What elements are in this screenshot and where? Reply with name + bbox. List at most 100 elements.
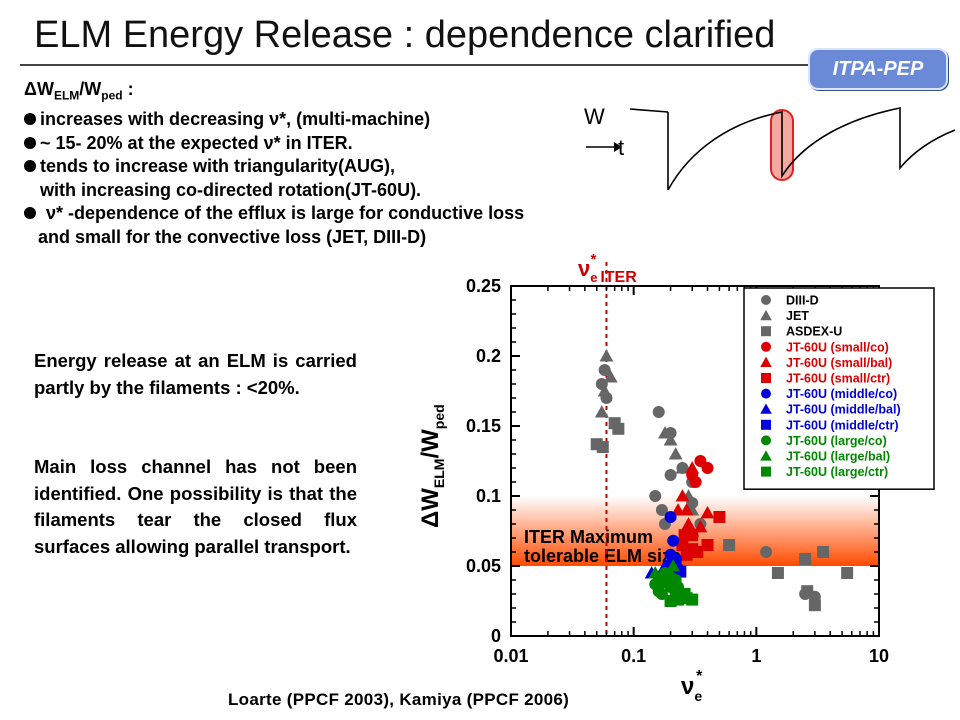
bullet-text: tends to increase with triangularity(AUG…: [40, 156, 396, 177]
data-point: [701, 539, 714, 551]
legend-label: JT-60U (middle/bal): [786, 403, 901, 417]
axes: 0.01 0.1 1 10 0 0.05 0.1 0.15 0.2 0.25: [466, 276, 889, 666]
legend-marker: [760, 403, 772, 414]
data-point: [666, 559, 681, 572]
paragraph-loss-channel: Main loss channel has not been identifie…: [34, 456, 357, 557]
bullet-item: ν* -dependence of the efflux is large fo…: [24, 202, 524, 226]
paragraph-filaments: Energy release at an ELM is carried part…: [34, 350, 357, 398]
band-label-line2: tolerable ELM size: [524, 546, 681, 566]
legend-label: JT-60U (large/co): [786, 434, 887, 448]
y-tick-label: 0.2: [476, 346, 501, 366]
legend-marker: [761, 419, 771, 430]
data-point: [675, 489, 690, 502]
legend-marker: [760, 356, 772, 367]
x-tick-label: 10: [869, 646, 889, 666]
data-point: [801, 585, 814, 598]
bullet-text: increases with decreasing ν*, (multi-mac…: [40, 109, 431, 130]
legend-label: JT-60U (middle/ctr): [786, 418, 899, 432]
legend-marker: [760, 450, 772, 461]
bullet-heading: ΔWELM/Wped :: [24, 78, 524, 108]
x-tick-label: 1: [751, 646, 761, 666]
y-tick-label: 0.15: [466, 416, 501, 436]
data-point: [655, 504, 668, 516]
title-underline: [20, 64, 852, 66]
data-point: [598, 364, 611, 376]
legend-marker: [761, 341, 771, 352]
data-point: [689, 476, 702, 488]
legend-label: JT-60U (large/ctr): [786, 465, 888, 479]
data-point: [603, 370, 618, 383]
bullet-continuation: and small for the convective loss (JET, …: [24, 226, 524, 250]
data-point: [663, 433, 678, 446]
data-point: [700, 505, 715, 519]
legend-marker: [761, 295, 771, 305]
itpa-badge: ITPA-PEP: [808, 48, 948, 90]
legend-marker: [761, 466, 771, 477]
data-point: [596, 441, 609, 453]
legend-box: [743, 287, 935, 490]
legend-marker: [761, 388, 771, 399]
y-tick-label: 0.25: [466, 276, 501, 296]
data-point: [701, 462, 714, 474]
data-points: [590, 349, 854, 612]
data-point: [597, 384, 612, 397]
data-point: [649, 490, 662, 502]
x-tick-label: 0.1: [621, 646, 646, 666]
data-point: [658, 573, 672, 586]
bullet-item: tends to increase with triangularity(AUG…: [24, 155, 524, 179]
data-point: [652, 585, 665, 598]
data-point: [808, 599, 821, 612]
bullet-dot-icon: [24, 207, 36, 220]
y-tick-label: 0.1: [476, 486, 501, 506]
legend-marker: [761, 373, 771, 383]
bullet-item: ~ 15- 20% at the expected ν* in ITER.: [24, 132, 524, 156]
reference-credit: Loarte (PPCF 2003), Kamiya (PPCF 2006): [228, 690, 570, 709]
data-point: [841, 567, 854, 579]
bullet-dot-icon: [24, 136, 36, 149]
data-point: [676, 539, 689, 551]
y-axis-label: ΔWELM/Wped: [417, 404, 447, 528]
legend-label: JT-60U (middle/co): [786, 387, 897, 401]
legend-label: JT-60U (small/bal): [786, 356, 892, 370]
legend-label: JT-60U (small/co): [786, 340, 889, 354]
data-point: [691, 546, 704, 558]
slide-title: ELM Energy Release : dependence clarifie…: [34, 14, 776, 56]
data-point: [594, 405, 609, 418]
bullet-dot-icon: [24, 113, 36, 126]
bullet-list: ΔWELM/Wped : increases with decreasing ν…: [24, 78, 524, 249]
data-point: [667, 534, 680, 547]
legend-label: JT-60U (large/bal): [786, 450, 890, 464]
data-point: [685, 461, 700, 474]
heading-sub-ped: ped: [101, 88, 123, 103]
bullet-continuation: with increasing co-directed rotation(JT-…: [24, 179, 524, 203]
legend-marker: [761, 435, 771, 446]
data-point: [723, 539, 736, 551]
bullet-text: ~ 15- 20% at the expected ν* in ITER.: [40, 132, 353, 153]
data-point: [760, 546, 773, 558]
data-point: [658, 426, 672, 439]
bullet-dot-icon: [24, 160, 36, 173]
data-point: [771, 567, 784, 579]
data-point: [612, 422, 625, 435]
data-point: [799, 553, 812, 565]
heading-tail: :: [122, 79, 134, 99]
band-label-line1: ITER Maximum: [524, 527, 653, 547]
data-point: [664, 511, 677, 523]
legend-label: JET: [786, 309, 809, 323]
data-point: [652, 406, 665, 418]
legend-label: JT-60U (small/ctr): [786, 372, 890, 386]
x-axis-label: νe*: [681, 668, 703, 704]
data-point: [713, 511, 726, 523]
data-point: [817, 546, 830, 558]
data-point: [671, 503, 685, 516]
data-point: [686, 529, 699, 542]
legend-marker: [760, 309, 772, 321]
bullet-text: and small for the convective loss (JET, …: [38, 226, 427, 247]
heading-mid: /W: [79, 79, 102, 99]
legend-label: DIII-D: [786, 294, 819, 308]
data-point: [599, 349, 614, 362]
heading-delta: ΔW: [24, 79, 54, 99]
y-tick-label: 0.05: [466, 556, 501, 576]
